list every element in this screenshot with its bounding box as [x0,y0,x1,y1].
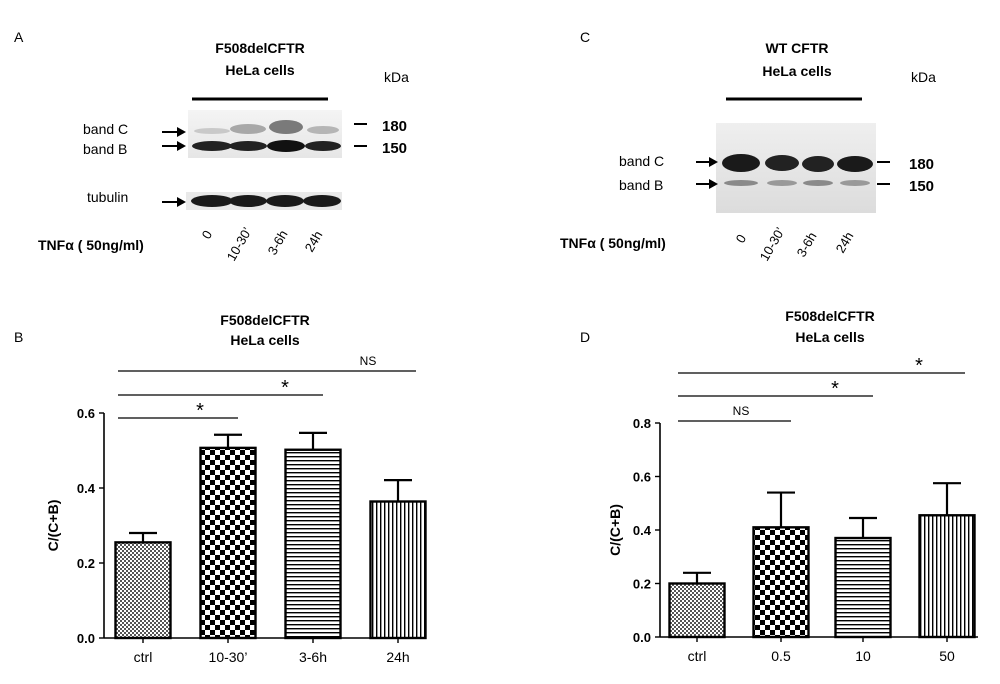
chart-d-bar [918,514,976,639]
panel-c-lane-1: 10-30’ [757,225,788,264]
panel-a-title-line1: F508delCFTR [215,40,304,56]
panel-a-tubulin-blot [186,192,342,210]
chart-d-ytick-label: 0.4 [633,523,652,538]
panel-c-title-line2: HeLa cells [762,63,831,79]
panel-a-band-b-label: band B [83,141,127,157]
band-c-lane1 [194,128,230,134]
band-c-lane2 [765,155,799,171]
panel-a-blot [188,110,342,158]
panel-a-lane-0: 0 [199,228,216,242]
band-c-lane3 [269,120,303,134]
panel-b-letter: B [14,329,23,345]
panel-c-band-b-label: band B [619,177,663,193]
panel-a-tubulin-label: tubulin [87,189,128,205]
chart-b-ytick-label: 0.0 [77,631,95,646]
chart-d-title-line1: F508delCFTR [785,308,874,324]
chart-b-xtick-label: ctrl [134,649,153,665]
chart-d-ytick-label: 0.0 [633,630,651,645]
panel-c-kda-label: kDa [911,69,936,85]
chart-b-ytick-label: 0.2 [77,556,95,571]
arrow-icon [696,157,718,167]
panel-a-mw-high: 180 [382,118,407,135]
chart-b-xtick-label: 10-30’ [209,649,248,665]
panel-c: C WT CFTR HeLa cells kDa band C band B [560,29,936,264]
chart-d-title-line2: HeLa cells [795,329,864,345]
chart-b-bar [114,541,172,640]
band-b-lane3 [267,140,305,152]
panel-a-kda-label: kDa [384,69,409,85]
chart-d-xtick-label: 50 [939,648,955,664]
chart-d-significance-label: NS [733,404,750,418]
chart-d-ylabel: C/(C+B) [607,504,623,556]
band-c-lane3 [802,156,834,172]
chart-d-bar [834,536,892,639]
band-b-lane3 [803,180,833,186]
chart-b-xtick-label: 3-6h [299,649,327,665]
panel-c-mw-high: 180 [909,156,934,173]
panel-c-mw-low: 150 [909,178,934,195]
chart-b-significance-label: NS [360,354,377,368]
band-b-lane1 [724,180,758,186]
panel-a-treatment-label: TNFα ( 50ng/ml) [38,237,144,253]
panel-c-title-line1: WT CFTR [766,40,829,56]
chart-d-significance-label: * [915,355,923,377]
panel-c-lane-0: 0 [733,232,750,246]
band-c-lane1 [722,154,760,172]
chart-b-ylabel: C/(C+B) [45,500,61,552]
arrow-icon [162,197,186,207]
panel-a-band-c-label: band C [83,121,128,137]
chart-d-xtick-label: ctrl [688,648,707,664]
band-b-lane4 [840,180,870,186]
chart-d-bar [752,526,810,639]
panel-c-band-c-label: band C [619,153,664,169]
chart-b-title-line1: F508delCFTR [220,312,309,328]
panel-c-lane-3: 24h [833,229,857,255]
chart-d-xtick-label: 0.5 [771,648,791,664]
band-b-lane2 [767,180,797,186]
chart-b-bar [284,448,342,640]
chart-b: F508delCFTR HeLa cells 0.0 0.2 0.4 0.6 C/(C+B)… [45,312,427,665]
panel-c-blot [716,123,876,213]
chart-b-ytick-label: 0.6 [77,406,95,421]
arrow-icon [162,141,186,151]
panel-d-letter: D [580,329,590,345]
band-b-lane2 [229,141,267,151]
panel-a-title-line2: HeLa cells [225,62,294,78]
band-c-lane2 [230,124,266,134]
band-b-lane4 [305,141,341,151]
chart-b-xtick-label: 24h [386,649,409,665]
chart-d-significance-label: * [831,378,839,400]
chart-d-xtick-label: 10 [855,648,871,664]
arrow-icon [696,179,718,189]
chart-b-bar [199,446,257,640]
band-b-lane1 [192,141,232,151]
panel-a-lane-3: 24h [302,228,326,254]
panel-a-mw-low: 150 [382,140,407,157]
arrow-icon [162,127,186,137]
band-c-lane4 [837,156,873,172]
chart-d-ytick-label: 0.6 [633,470,651,485]
chart-d-ytick-label: 0.8 [633,416,651,431]
panel-a: A F508delCFTR HeLa cells kDa band C band… [14,29,409,264]
chart-b-significance-label: * [281,377,289,399]
panel-a-lane-2: 3-6h [265,227,291,257]
chart-b-bar [369,500,427,640]
band-c-lane4 [307,126,339,134]
chart-d-bar [668,582,726,639]
chart-b-significance-label: * [196,400,204,422]
panel-a-lane-1: 10-30’ [224,225,255,264]
chart-d-ytick-label: 0.2 [633,577,651,592]
chart-b-title-line2: HeLa cells [230,332,299,348]
panel-a-letter: A [14,29,24,45]
panel-c-letter: C [580,29,590,45]
panel-c-treatment-label: TNFα ( 50ng/ml) [560,235,666,251]
chart-d: F508delCFTR HeLa cells 0.0 0.2 0.4 0.6 0.8 C/(C… [607,308,978,664]
panel-c-lane-2: 3-6h [794,229,820,259]
chart-b-ytick-label: 0.4 [77,481,96,496]
